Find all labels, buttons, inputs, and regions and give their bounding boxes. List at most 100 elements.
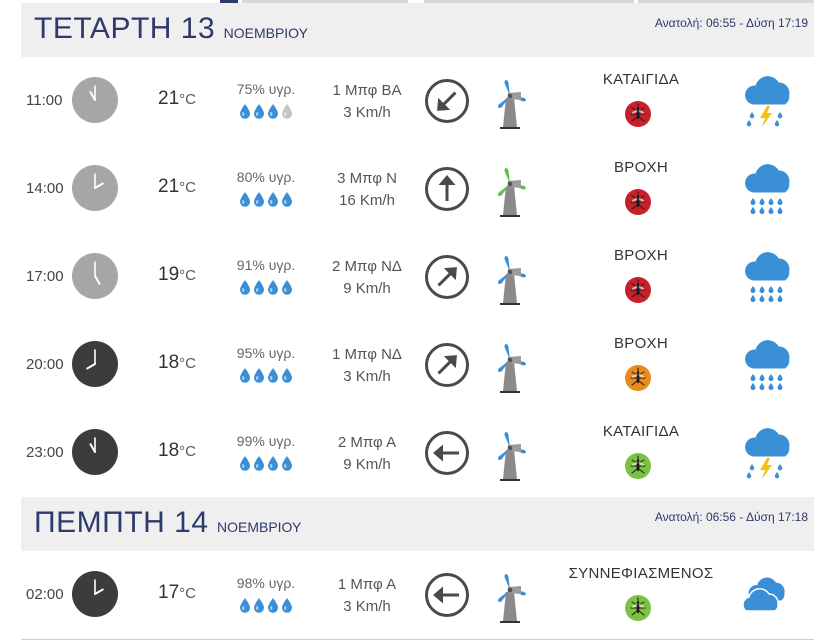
raindrop-icon	[254, 598, 264, 613]
wind-direction-arrow-icon	[425, 343, 469, 387]
humidity-label: 98% υγρ.	[236, 575, 296, 591]
mosquito-risk-icon	[625, 101, 651, 127]
temperature-value: 21	[158, 176, 180, 197]
raindrop-icon	[268, 368, 278, 383]
cloudy-icon	[742, 577, 785, 612]
wind-speed: 16 Km/h	[339, 192, 395, 209]
temperature-value: 18	[158, 352, 180, 373]
wind-info: 1 Μπφ Α 3 Km/h	[317, 574, 417, 618]
wind-turbine-icon	[498, 344, 526, 393]
wind-beaufort: 1 Μπφ Α	[337, 576, 397, 593]
raindrop-icon	[240, 368, 250, 383]
rain-icon	[745, 252, 790, 303]
wind-speed: 3 Km/h	[343, 368, 391, 385]
wind-direction-arrow-icon	[425, 255, 469, 299]
temperature-value: 21	[158, 88, 180, 109]
temperature-unit: °C	[179, 355, 196, 372]
raindrop-icon	[240, 192, 250, 207]
raindrop-icon	[240, 456, 250, 471]
temperature: 18°C	[158, 352, 196, 374]
thunderstorm-icon	[745, 76, 790, 127]
wind-speed: 9 Km/h	[343, 456, 391, 473]
mosquito-risk-icon	[625, 365, 651, 391]
mosquito-risk-icon	[625, 453, 651, 479]
temperature-value: 19	[158, 264, 180, 285]
forecast-row: 11:00 21°C 75% υγρ. 1 Μπφ ΒΑ 3 Km/h ΚΑΤΑΙΓΙΔΑ	[21, 57, 814, 146]
raindrop-icon	[240, 280, 250, 295]
clock-icon	[72, 253, 118, 299]
rain-icon	[745, 340, 790, 391]
raindrop-icon	[282, 192, 292, 207]
wind-turbine-icon	[498, 80, 526, 129]
forecast-time: 02:00	[26, 586, 64, 603]
mosquito-risk-icon	[625, 189, 651, 215]
mosquito-risk-icon	[625, 595, 651, 621]
wind-info: 3 Μπφ Ν 16 Km/h	[317, 168, 417, 212]
day-title: ΤΕΤΑΡΤΗ 13 ΝΟΕΜΒΡΙΟΥ	[34, 12, 308, 46]
wind-turbine-icon	[498, 168, 526, 217]
wind-speed: 3 Km/h	[343, 104, 391, 121]
forecast-time: 23:00	[26, 444, 64, 461]
day-header: ΤΕΤΑΡΤΗ 13 ΝΟΕΜΒΡΙΟΥ Ανατολή: 06:55 - Δύ…	[21, 3, 814, 57]
raindrop-empty-icon	[282, 104, 292, 119]
humidity-label: 91% υγρ.	[236, 257, 296, 273]
clock-icon	[72, 77, 118, 123]
day-title: ΠΕΜΠΤΗ 14 ΝΟΕΜΒΡΙΟΥ	[34, 506, 301, 540]
forecast-time: 14:00	[26, 180, 64, 197]
day-name: ΤΕΤΑΡΤΗ 13	[34, 12, 216, 45]
clock-icon	[72, 165, 118, 211]
humidity-drops	[234, 104, 298, 120]
temperature-unit: °C	[179, 179, 196, 196]
temperature-unit: °C	[179, 443, 196, 460]
wind-direction-arrow-icon	[425, 167, 469, 211]
wind-turbine-icon	[498, 256, 526, 305]
forecast-row: 23:00 18°C 99% υγρ. 2 Μπφ Α 9 Km/h ΚΑΤΑΙΓΙΔΑ	[21, 409, 814, 498]
raindrop-icon	[268, 104, 278, 119]
day-month: ΝΟΕΜΒΡΙΟΥ	[223, 25, 308, 41]
humidity-drops	[234, 280, 298, 296]
wind-beaufort: 3 Μπφ Ν	[337, 170, 397, 187]
temperature-unit: °C	[179, 91, 196, 108]
raindrop-icon	[240, 104, 250, 119]
humidity-drops	[234, 192, 298, 208]
forecast-time: 17:00	[26, 268, 64, 285]
humidity-drops	[234, 598, 298, 614]
sunrise-sunset: Ανατολή: 06:55 - Δύση 17:19	[654, 16, 808, 30]
weather-condition: ΣΥΝΝΕΦΙΑΣΜΕΝΟΣ	[568, 565, 714, 582]
raindrop-icon	[254, 104, 264, 119]
raindrop-icon	[254, 456, 264, 471]
wind-speed: 3 Km/h	[343, 598, 391, 615]
top-tab-strip	[20, 0, 814, 3]
wind-beaufort: 1 Μπφ ΒΑ	[332, 82, 402, 99]
humidity-label: 80% υγρ.	[236, 169, 296, 185]
humidity-drops	[234, 368, 298, 384]
wind-beaufort: 1 Μπφ ΝΔ	[332, 346, 402, 363]
forecast-row: 14:00 21°C 80% υγρ. 3 Μπφ Ν 16 Km/h ΒΡΟΧΗ	[21, 145, 814, 234]
temperature: 17°C	[158, 582, 196, 604]
weather-condition: ΒΡΟΧΗ	[613, 159, 668, 176]
wind-direction-arrow-icon	[425, 79, 469, 123]
raindrop-icon	[254, 280, 264, 295]
humidity-label: 95% υγρ.	[236, 345, 296, 361]
wind-turbine-icon	[498, 574, 526, 623]
wind-beaufort: 2 Μπφ ΝΔ	[332, 258, 402, 275]
clock-icon	[72, 429, 118, 475]
temperature: 21°C	[158, 176, 196, 198]
wind-beaufort: 2 Μπφ Α	[337, 434, 397, 451]
thunderstorm-icon	[745, 428, 790, 479]
day-name: ΠΕΜΠΤΗ 14	[34, 506, 209, 539]
day-header: ΠΕΜΠΤΗ 14 ΝΟΕΜΒΡΙΟΥ Ανατολή: 06:56 - Δύσ…	[21, 497, 814, 551]
forecast-row: 02:00 17°C 98% υγρ. 1 Μπφ Α 3 Km/h ΣΥΝΝΕΦΙΑΣΜ…	[21, 551, 814, 640]
wind-turbine-icon	[498, 432, 526, 481]
temperature-value: 17	[158, 582, 180, 603]
raindrop-icon	[282, 368, 292, 383]
wind-direction-arrow-icon	[425, 431, 469, 475]
sunrise-sunset: Ανατολή: 06:56 - Δύση 17:18	[654, 510, 808, 524]
wind-speed: 9 Km/h	[343, 280, 391, 297]
raindrop-icon	[268, 456, 278, 471]
forecast-time: 11:00	[26, 92, 63, 109]
raindrop-icon	[254, 192, 264, 207]
weather-condition: ΒΡΟΧΗ	[613, 335, 668, 352]
raindrop-icon	[268, 598, 278, 613]
weather-condition: ΚΑΤΑΙΓΙΔΑ	[602, 71, 680, 88]
